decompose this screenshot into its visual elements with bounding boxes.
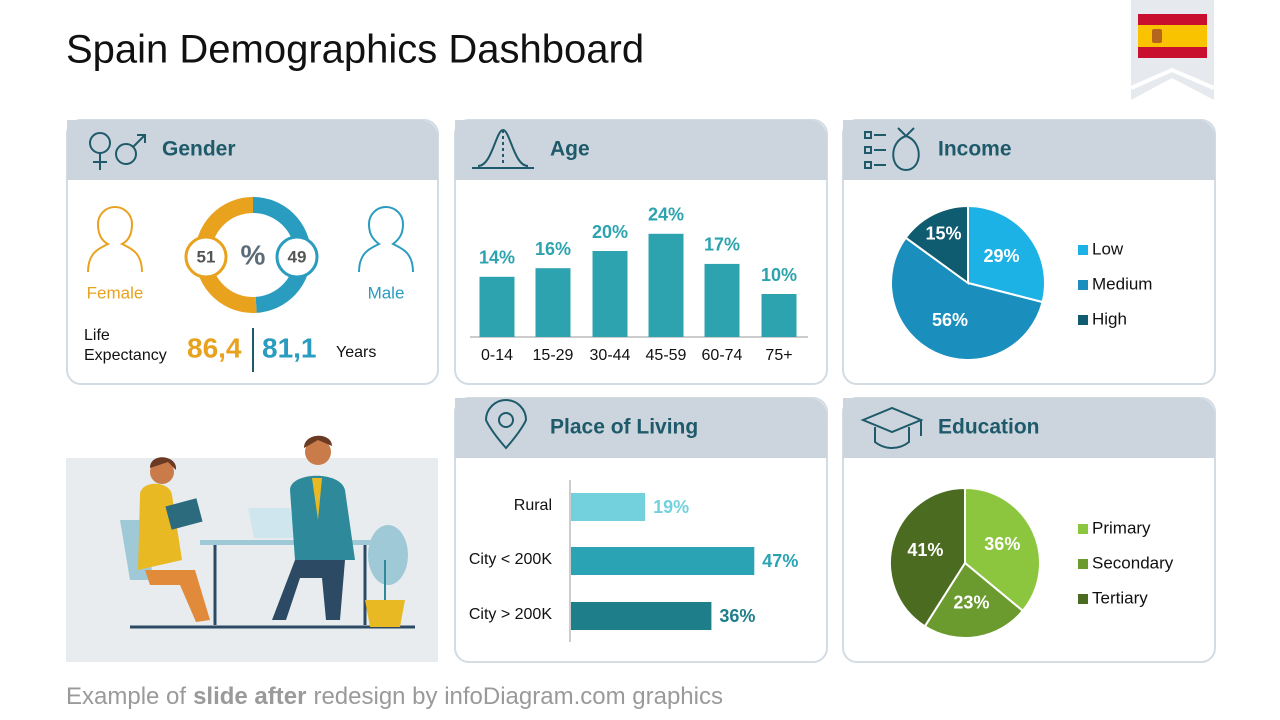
pie-slice xyxy=(964,486,1041,613)
y-tick-label: City < 200K xyxy=(469,551,552,568)
panels xyxy=(66,119,1216,663)
panel-title: Place of Living xyxy=(550,416,698,439)
footer: Example of slide after redesign by infoDia… xyxy=(66,683,730,711)
flag xyxy=(1130,0,1215,100)
data-label: 19% xyxy=(653,497,689,517)
data-label: 47% xyxy=(762,551,798,571)
bar xyxy=(571,547,755,575)
life-expectancy: 86,4 xyxy=(187,332,242,363)
footer-bold: slide after xyxy=(193,683,307,710)
header-icons xyxy=(89,127,924,450)
pie-slice xyxy=(890,236,1044,361)
data-label: 16% xyxy=(535,239,571,259)
data-label: 17% xyxy=(704,235,740,255)
data-label: 36% xyxy=(719,606,755,626)
bar xyxy=(648,233,684,337)
gender-label: Female xyxy=(87,283,144,302)
x-tick-label: 30-44 xyxy=(590,347,631,364)
panel-title: Income xyxy=(938,138,1012,161)
data-label: 36% xyxy=(984,534,1020,554)
legend-swatch xyxy=(1078,594,1088,604)
bar xyxy=(571,493,646,521)
x-tick-label: 60-74 xyxy=(702,347,743,364)
data-label: 14% xyxy=(479,248,515,268)
x-tick-label: 15-29 xyxy=(533,347,574,364)
data-label: 24% xyxy=(648,205,684,225)
data-label: 20% xyxy=(592,222,628,242)
donut-center: % xyxy=(241,239,266,270)
data-label: 29% xyxy=(983,246,1019,266)
panel-title: Gender xyxy=(162,138,236,161)
legend-label: Secondary xyxy=(1092,553,1174,572)
person-icons xyxy=(87,206,414,273)
panel-title: Education xyxy=(938,416,1040,439)
data-label: 41% xyxy=(907,540,943,560)
panel-title: Age xyxy=(550,138,590,161)
legend-swatch xyxy=(1078,315,1088,325)
bar xyxy=(704,263,740,337)
bar xyxy=(592,251,628,337)
legend-label: Primary xyxy=(1092,518,1151,537)
x-tick-label: 75+ xyxy=(765,347,792,364)
pie-slice xyxy=(904,204,969,285)
pie-slice xyxy=(923,561,1025,639)
life-expectancy: 81,1 xyxy=(262,332,317,363)
years-label: Years xyxy=(336,344,376,361)
pie-slice xyxy=(889,486,966,628)
data-label: 56% xyxy=(932,310,968,330)
footer-text: redesign by infoDiagram.com graphics xyxy=(313,683,723,710)
share-badge xyxy=(275,235,319,279)
share-value: 49 xyxy=(288,247,307,266)
legend-swatch xyxy=(1078,524,1088,534)
share-value: 51 xyxy=(197,247,216,266)
bar xyxy=(761,294,797,337)
illustration xyxy=(66,435,438,662)
data-label: 10% xyxy=(761,265,797,285)
gender-label: Male xyxy=(368,283,405,302)
legend-swatch xyxy=(1078,280,1088,290)
x-tick-label: 0-14 xyxy=(481,347,513,364)
share-badge xyxy=(184,235,228,279)
legend-label: Medium xyxy=(1092,274,1152,293)
bar xyxy=(479,276,515,337)
bar xyxy=(571,602,712,630)
data-label: 23% xyxy=(953,592,989,612)
footer-text: Example of xyxy=(66,683,187,710)
legend-swatch xyxy=(1078,559,1088,569)
x-tick-label: 45-59 xyxy=(646,347,687,364)
bar xyxy=(535,268,571,337)
y-tick-label: Rural xyxy=(514,497,552,514)
life-expectancy-label-box: Life Expectancy xyxy=(84,327,167,364)
legend-label: High xyxy=(1092,309,1127,328)
legend-label: Tertiary xyxy=(1092,588,1148,607)
data-label: 15% xyxy=(926,224,962,244)
legend-swatch xyxy=(1078,245,1088,255)
y-tick-label: City > 200K xyxy=(469,606,552,623)
pie-slice xyxy=(967,204,1046,304)
page-title: Spain Demographics Dashboard xyxy=(66,28,644,72)
legend-label: Low xyxy=(1092,239,1124,258)
life-expectancy-label: Life Expectancy xyxy=(84,327,167,364)
